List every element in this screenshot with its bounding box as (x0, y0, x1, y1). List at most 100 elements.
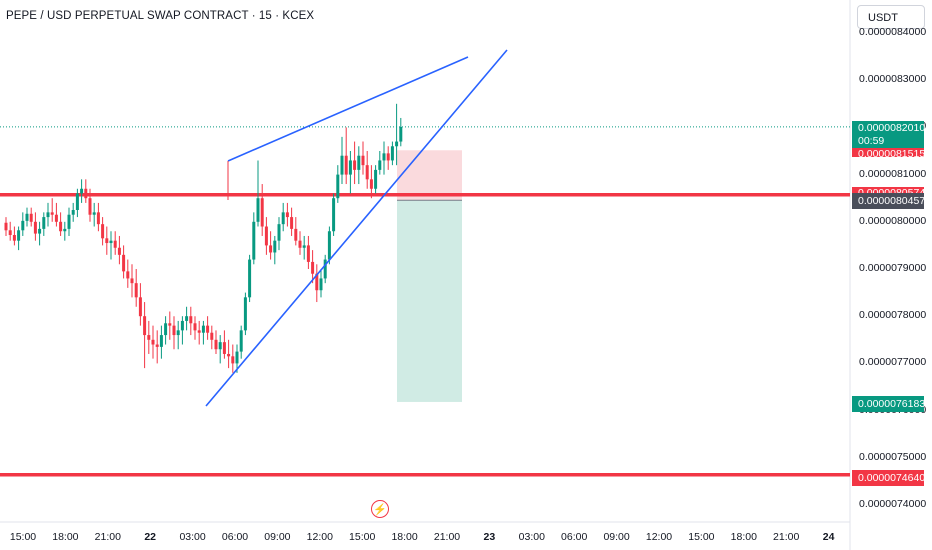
y-tick-label: 0.0000083000 (859, 73, 927, 86)
candle-body (84, 188, 88, 199)
candle-body (386, 153, 390, 161)
candle-body (243, 297, 247, 331)
candle-body (71, 210, 75, 215)
candle-body (143, 316, 147, 336)
candle-body (134, 283, 138, 298)
candle-body (218, 342, 222, 350)
candle-body (67, 214, 71, 229)
candle-body (155, 344, 159, 347)
candle-body (298, 240, 302, 248)
candle-body (172, 325, 176, 336)
candle-body (21, 220, 25, 231)
candle-body (168, 323, 172, 326)
candle-body (29, 213, 33, 222)
candle-body (38, 228, 42, 234)
candle-body (357, 155, 361, 170)
candle-body (63, 228, 67, 232)
candle-body (75, 193, 79, 210)
candle-body (17, 230, 21, 241)
candle-body (378, 160, 382, 170)
x-tick-label: 09:00 (603, 531, 630, 543)
candle-body (138, 297, 142, 317)
target-level-tag: 0.0000076183 (852, 396, 925, 412)
candle-body (332, 198, 336, 232)
candle-body (306, 245, 310, 262)
x-tick-label: 15:00 (688, 531, 715, 543)
y-tick-label: 0.0000079000 (859, 262, 927, 274)
x-tick-label: 12:00 (306, 531, 333, 543)
x-tick-label: 09:00 (264, 531, 291, 543)
candle-body (235, 351, 239, 364)
y-tick-label: 0.0000075000 (859, 450, 927, 463)
candle-body (122, 254, 126, 272)
candle-body (8, 230, 12, 236)
last-price-value: 0.0000082010 (858, 122, 926, 134)
currency-selector[interactable]: USDT (857, 5, 925, 29)
candle-body (130, 278, 134, 284)
take-profit-zone (397, 200, 462, 402)
x-tick-label: 21:00 (433, 531, 461, 543)
candle-body (390, 146, 394, 161)
wedge-lower-line (205, 49, 508, 407)
candle-body (281, 212, 285, 225)
candle-body (374, 169, 378, 189)
candle-body (382, 153, 386, 161)
candle-body (59, 221, 63, 232)
x-tick-label: 18:00 (52, 531, 79, 543)
candle-body (185, 316, 189, 321)
support-level-tag: 0.0000074640 (852, 470, 925, 486)
candle-body (252, 221, 256, 260)
candle-body (290, 217, 294, 229)
candle-body (294, 228, 298, 241)
candle-body (319, 278, 323, 291)
stop-loss-zone (397, 150, 462, 201)
candle-body (222, 342, 226, 354)
x-tick-label: 06:00 (561, 531, 588, 543)
candle-body (113, 240, 117, 248)
candle-body (340, 155, 344, 175)
x-tick-label: 24 (822, 531, 835, 543)
candle-body (269, 245, 273, 253)
x-tick-label: 12:00 (645, 531, 673, 543)
candle-body (231, 356, 235, 364)
candle-body (92, 212, 96, 215)
x-tick-label: 22 (144, 531, 157, 543)
candle-body (147, 335, 151, 340)
candle-body (311, 261, 315, 274)
candle-body (201, 325, 205, 333)
x-tick-label: 21:00 (773, 531, 800, 543)
candle-body (193, 323, 197, 331)
candle-body (277, 224, 281, 241)
candle-body (105, 238, 109, 244)
candle-body (206, 325, 210, 333)
candle-body (395, 141, 399, 147)
candle-body (12, 235, 16, 241)
candle-body (264, 226, 268, 246)
candle-body (399, 126, 403, 142)
candle-body (189, 316, 193, 324)
x-tick-label: 18:00 (730, 531, 757, 543)
candle-body (273, 240, 277, 253)
candle-body (248, 259, 252, 298)
candle-body (33, 221, 37, 234)
x-tick-label: 15:00 (349, 531, 376, 543)
candle-body (197, 330, 201, 333)
candle-body (260, 198, 264, 227)
candle-body (214, 339, 218, 350)
candle-body (344, 155, 348, 175)
y-tick-label: 0.0000080000 (859, 214, 927, 227)
candle-body (365, 165, 369, 180)
candle-body (239, 330, 243, 352)
candle-body (101, 224, 105, 239)
candle-body (96, 212, 100, 225)
x-tick-label: 18:00 (391, 531, 418, 543)
y-tick-label: 0.0000084000 (859, 26, 927, 38)
candle-body (50, 212, 54, 215)
lightning-icon[interactable]: ⚡ (371, 500, 389, 518)
candle-body (126, 271, 130, 279)
candle-body (117, 247, 121, 255)
candle-body (164, 323, 168, 336)
last-price-tag: 0.0000082010 00:59 (852, 121, 926, 148)
candle-body (315, 273, 319, 291)
